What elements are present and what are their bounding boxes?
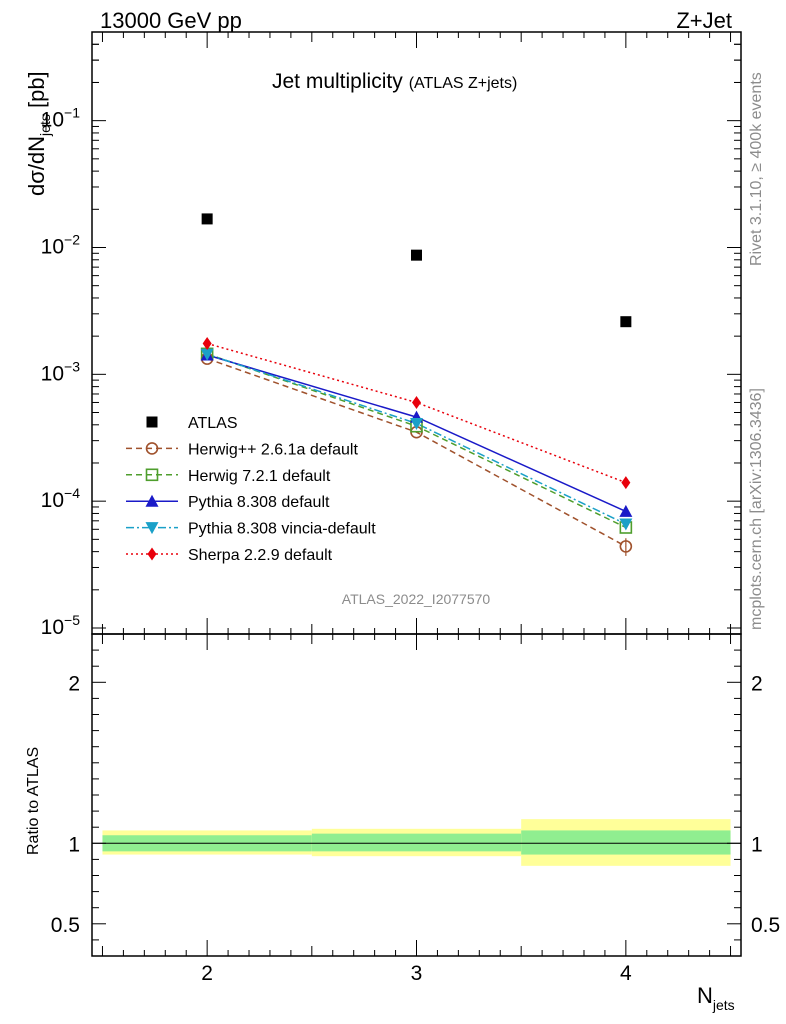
- ratio-y-tick-label-left: 1: [68, 833, 80, 856]
- ratio-bands: [102, 819, 731, 866]
- x-tick-label: 3: [411, 962, 423, 985]
- y-tick-label-base: 10: [41, 616, 64, 639]
- y-tick-label-exp: −1: [64, 105, 80, 121]
- y-axis-label-unit: [pb]: [24, 71, 49, 114]
- ratio-y-tick-label-left: 0.5: [51, 914, 80, 937]
- series-5-point-1: [200, 348, 214, 361]
- y-tick-label: 10−2: [41, 231, 81, 258]
- x-axis-label-main: N: [697, 983, 713, 1008]
- ratio-y-tick-label-left: 2: [68, 672, 80, 695]
- series-line-4: [206, 354, 627, 513]
- chart-title-main: Jet multiplicity: [272, 70, 403, 93]
- y-tick-label: 10−4: [41, 485, 81, 512]
- series-5-point-2: [410, 417, 423, 430]
- series-6-point-2: [412, 395, 421, 409]
- legend-marker-6: [147, 547, 157, 561]
- main-plot-frame: [91, 31, 742, 635]
- legend-marker-1: [146, 416, 158, 428]
- header-right: Z+Jet: [676, 8, 732, 33]
- legend: ATLAS Herwig++ 2.6.1a default Herwig 7.2.1…: [126, 415, 376, 564]
- series-5-point-3: [619, 518, 633, 531]
- x-axis-label: Njets: [697, 983, 735, 1013]
- ratio-y-tick-label-right: 1: [751, 833, 763, 856]
- legend-marker-3: [145, 468, 159, 482]
- legend-marker-2: [145, 442, 159, 455]
- header-left: 13000 GeV pp: [100, 8, 242, 33]
- y-tick-label-exp: −2: [64, 231, 80, 247]
- y-tick-label-exp: −3: [64, 358, 80, 374]
- legend-label-5: Pythia 8.308 vincia-default: [188, 521, 376, 538]
- x-axis-label-sub: jets: [712, 997, 735, 1013]
- series-6-point-1: [202, 337, 212, 351]
- y-tick-label-exp: −4: [64, 485, 80, 501]
- y-axis-label: dσ/dNjets [pb]: [24, 71, 53, 196]
- y-tick-label: 10−3: [41, 358, 81, 385]
- ratio-plot-frame: [91, 633, 742, 957]
- main-axis-ticks: 10−510−410−310−210−12 3 4: [41, 31, 741, 985]
- y-axis-label-main: dσ/dN: [24, 136, 49, 196]
- analysis-watermark: ATLAS_2022_I2077570: [342, 591, 491, 607]
- series-2-point-3: [619, 540, 633, 553]
- y-tick-label-base: 10: [41, 489, 64, 512]
- x-tick-label: 2: [201, 962, 213, 985]
- legend-label-1: ATLAS: [188, 415, 238, 432]
- chart-subtitle: (ATLAS Z+jets): [409, 75, 518, 92]
- legend-label-6: Sherpa 2.2.9 default: [188, 547, 333, 564]
- series-1-point-3: [620, 316, 632, 328]
- y-tick-label: 10−5: [41, 612, 81, 639]
- series-markers: [200, 213, 633, 553]
- y-tick-label-base: 10: [41, 109, 64, 132]
- y-tick-label-base: 10: [41, 362, 64, 385]
- series-6-point-3: [621, 476, 631, 490]
- series-4-point-3: [619, 504, 633, 517]
- series-line-6: [206, 342, 627, 484]
- ratio-y-tick-label-right: 2: [751, 672, 763, 695]
- legend-label-3: Herwig 7.2.1 default: [188, 468, 331, 485]
- ratio-band-inner-3: [521, 830, 731, 855]
- y-axis-label-sub: jets: [37, 114, 53, 137]
- ratio-y-tick-label-right: 0.5: [751, 914, 780, 937]
- legend-label-4: Pythia 8.308 default: [188, 494, 330, 511]
- y-tick-label-exp: −5: [64, 612, 80, 628]
- ratio-axis-ticks: 0.5 0.5 1 1 2 2: [51, 633, 780, 957]
- mcplots-label: mcplots.cern.ch [arXiv:1306.3436]: [748, 388, 765, 630]
- series-1-point-2: [411, 249, 422, 261]
- legend-marker-4: [145, 494, 159, 507]
- chart-title: Jet multiplicity (ATLAS Z+jets): [272, 70, 517, 93]
- legend-marker-5: [145, 522, 159, 535]
- ratio-y-axis-label: Ratio to ATLAS: [25, 747, 42, 855]
- ratio-band-inner-2: [311, 833, 522, 852]
- rivet-version-label: Rivet 3.1.10, ≥ 400k events: [748, 72, 765, 266]
- legend-label-2: Herwig++ 2.6.1a default: [188, 441, 358, 458]
- y-tick-label-base: 10: [41, 235, 64, 258]
- series-1-point-1: [201, 213, 213, 225]
- x-tick-label: 4: [620, 962, 632, 985]
- y-tick-label: 10−1: [41, 105, 81, 132]
